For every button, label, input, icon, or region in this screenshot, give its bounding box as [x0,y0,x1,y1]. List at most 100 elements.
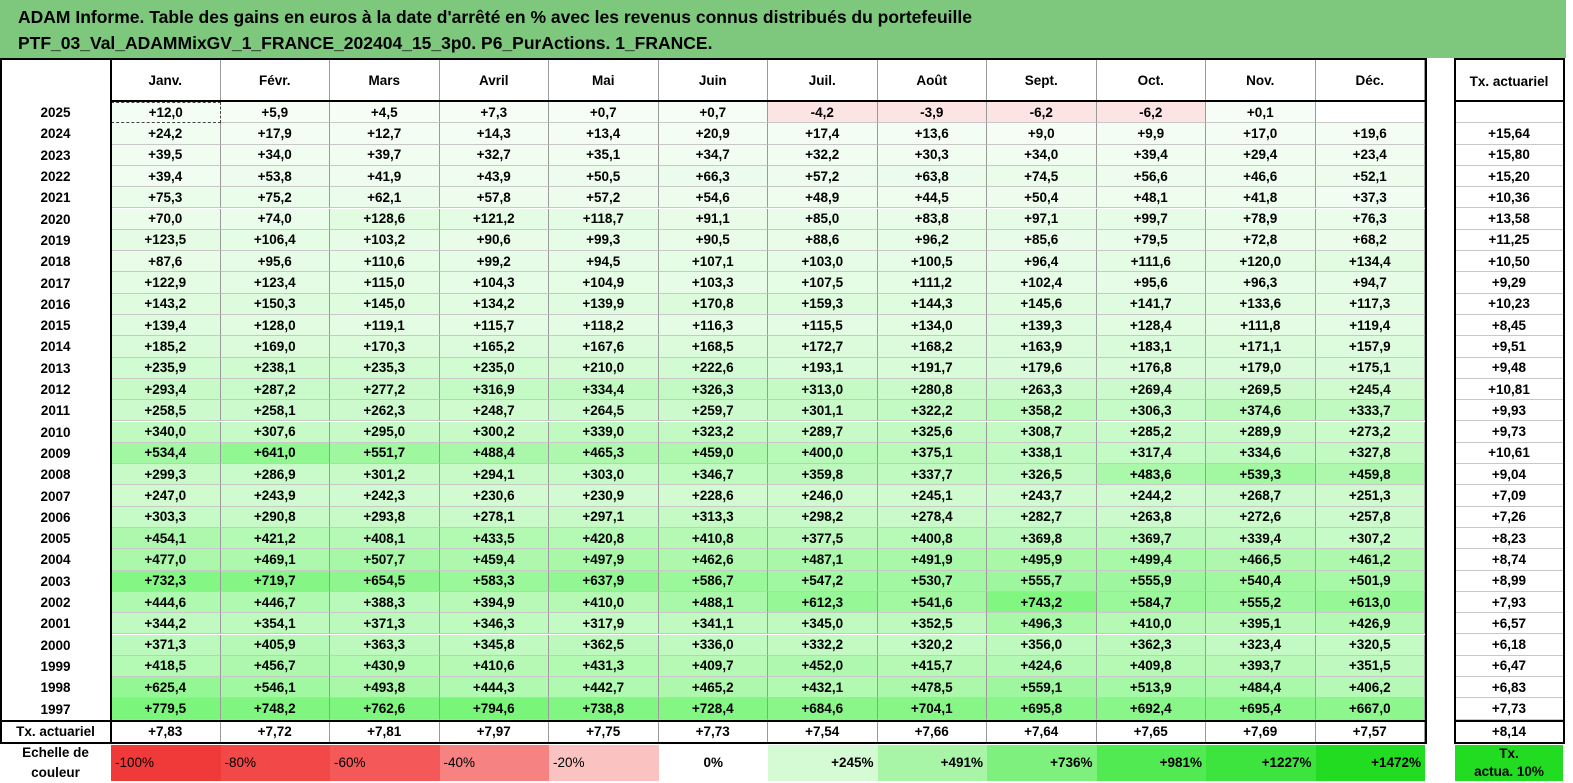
table-cell: +19,6 [1315,123,1425,145]
table-cell: +37,3 [1315,187,1425,209]
table-cell: +13,4 [549,123,659,145]
table-cell: +72,8 [1206,229,1316,252]
table-cell: +34,0 [220,144,330,166]
year-label: 1998 [40,680,71,696]
table-cell: +546,1 [220,677,330,699]
table-cell: +134,0 [877,315,987,337]
table-cell: +424,6 [987,655,1097,678]
table-cell: +293,4 [111,378,221,401]
table-cell: +94,5 [549,251,659,273]
table-cell: +433,5 [439,528,549,550]
table-cell: +210,0 [549,357,659,379]
table-cell: +0,1 [1206,102,1316,124]
table-cell: +362,5 [549,634,659,656]
color-scale-step: +245% [768,744,878,781]
table-cell: +300,2 [439,421,549,443]
table-cell: -6,2 [987,102,1097,124]
table-cell: +344,2 [111,613,221,635]
color-scale-step: +736% [987,744,1097,781]
table-cell: +235,3 [330,357,440,379]
table-cell: +303,3 [111,506,221,528]
rate-cell: +10,81 [1455,379,1563,401]
footer-rate-cell: +8,14 [1455,721,1563,743]
table-cell: +83,8 [877,208,987,230]
year-label: 1999 [40,658,71,674]
color-scale-label-line2: couleur [31,764,80,780]
table-cell: +541,6 [877,591,987,614]
table-cell: +408,1 [330,528,440,550]
table-cell: +103,3 [658,272,768,294]
table-cell: +263,3 [987,378,1097,401]
table-cell: +78,9 [1206,208,1316,230]
table-cell: +235,0 [439,357,549,379]
column-header: Janv. [111,60,221,102]
table-cell: +0,7 [549,102,659,124]
table-cell: +499,4 [1096,549,1206,571]
table-cell: +346,7 [658,464,768,486]
table-cell: +244,2 [1096,485,1206,507]
table-cell: +56,6 [1096,165,1206,188]
table-cell: +303,0 [549,464,659,486]
table-cell: +555,7 [987,570,1097,592]
table-cell: +141,7 [1096,293,1206,315]
year-label: 2023 [40,147,71,163]
table-cell: +171,1 [1206,336,1316,358]
table-cell: +39,4 [111,165,221,188]
table-cell: +326,3 [658,378,768,401]
table-cell: +410,0 [549,591,659,614]
table-cell: +327,8 [1315,442,1425,465]
table-cell: +121,2 [439,208,549,230]
table-cell: +488,4 [439,442,549,465]
table-cell: +465,3 [549,442,659,465]
footer-cell: +7,75 [549,720,659,743]
table-cell: +421,2 [220,528,330,550]
table-cell: +410,6 [439,655,549,678]
year-label: 2014 [40,339,71,355]
table-cell: +394,9 [439,591,549,614]
table-cell: +39,7 [330,144,440,166]
table-cell: +54,6 [658,187,768,209]
table-cell: +62,1 [330,187,440,209]
year-label: 2024 [40,126,71,142]
table-cell: +43,9 [439,165,549,188]
table-cell: +157,9 [1315,336,1425,358]
table-cell: +317,9 [549,613,659,635]
footer-cell: +7,65 [1096,720,1206,743]
rate-cell: +15,20 [1455,166,1563,188]
table-cell: +119,1 [330,315,440,337]
table-cell: +299,3 [111,464,221,486]
table-cell: +34,0 [987,144,1097,166]
table-cell: +34,7 [658,144,768,166]
table-cell: +409,7 [658,655,768,678]
table-cell: +432,1 [768,677,878,699]
year-label: 2010 [40,424,71,440]
table-cell: +238,1 [220,357,330,379]
table-cell: +409,8 [1096,655,1206,678]
table-cell: +245,4 [1315,378,1425,401]
table-cell: +139,9 [549,293,659,315]
column-header: Sept. [987,60,1097,102]
table-cell: +530,7 [877,570,987,592]
table-cell: +273,2 [1315,421,1425,443]
table-cell: +322,2 [877,400,987,422]
table-cell: +316,9 [439,378,549,401]
table-cell: +94,7 [1315,272,1425,294]
table-cell: +306,3 [1096,400,1206,422]
table-cell: +308,7 [987,421,1097,443]
table-cell: +248,7 [439,400,549,422]
table-cell: +117,3 [1315,293,1425,315]
table-cell: +39,4 [1096,144,1206,166]
table-cell: +0,7 [658,102,768,124]
year-label: 2018 [40,254,71,270]
table-cell: +23,4 [1315,144,1425,166]
table-cell: +115,5 [768,315,878,337]
table-cell: +104,3 [439,272,549,294]
table-cell: +243,7 [987,485,1097,507]
table-cell: +144,3 [877,293,987,315]
table-cell: +79,5 [1096,229,1206,252]
table-cell: +478,5 [877,677,987,699]
table-cell: +507,7 [330,549,440,571]
rate-cell: +8,74 [1455,549,1563,571]
table-cell: +728,4 [658,698,768,720]
table-cell: +163,9 [987,336,1097,358]
